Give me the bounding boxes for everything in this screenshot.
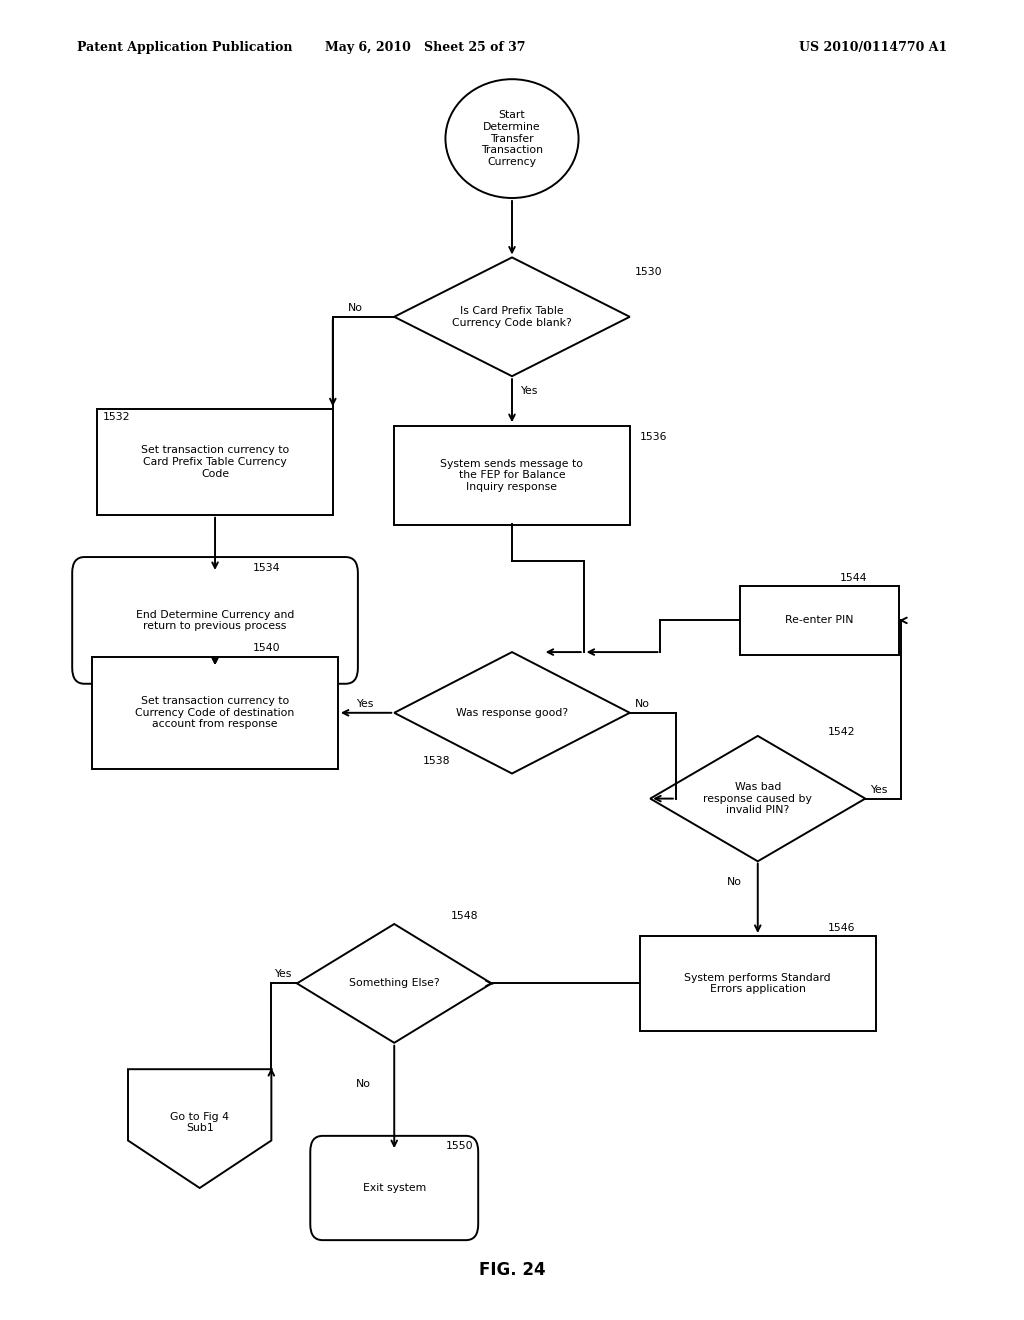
Text: Start
Determine
Transfer
Transaction
Currency: Start Determine Transfer Transaction Cur… [481,111,543,166]
Text: 1546: 1546 [827,923,855,933]
Text: Yes: Yes [356,698,374,709]
Text: No: No [727,876,742,887]
Text: Exit system: Exit system [362,1183,426,1193]
Text: System performs Standard
Errors application: System performs Standard Errors applicat… [684,973,831,994]
Text: Something Else?: Something Else? [349,978,439,989]
Text: US 2010/0114770 A1: US 2010/0114770 A1 [799,41,947,54]
Text: No: No [356,1078,372,1089]
Text: 1540: 1540 [253,643,281,653]
Text: 1538: 1538 [423,755,451,766]
Text: Yes: Yes [274,969,292,979]
FancyBboxPatch shape [394,425,630,524]
Polygon shape [128,1069,271,1188]
Text: Re-enter PIN: Re-enter PIN [785,615,853,626]
Text: 1530: 1530 [635,267,663,277]
Text: FIG. 24: FIG. 24 [478,1261,546,1279]
Text: System sends message to
the FEP for Balance
Inquiry response: System sends message to the FEP for Bala… [440,458,584,492]
FancyBboxPatch shape [640,936,876,1031]
Text: 1544: 1544 [840,573,867,583]
Text: No: No [635,698,650,709]
Text: Patent Application Publication: Patent Application Publication [77,41,292,54]
FancyBboxPatch shape [739,586,899,655]
Text: End Determine Currency and
return to previous process: End Determine Currency and return to pre… [136,610,294,631]
Text: 1550: 1550 [445,1140,473,1151]
Polygon shape [394,652,630,774]
Text: 1532: 1532 [102,412,130,422]
FancyBboxPatch shape [310,1135,478,1241]
Text: Go to Fig 4
Sub1: Go to Fig 4 Sub1 [170,1111,229,1134]
Text: Is Card Prefix Table
Currency Code blank?: Is Card Prefix Table Currency Code blank… [453,306,571,327]
Text: Yes: Yes [870,784,888,795]
Ellipse shape [445,79,579,198]
Text: May 6, 2010   Sheet 25 of 37: May 6, 2010 Sheet 25 of 37 [325,41,525,54]
Text: Set transaction currency to
Card Prefix Table Currency
Code: Set transaction currency to Card Prefix … [141,445,289,479]
Polygon shape [297,924,492,1043]
Polygon shape [394,257,630,376]
Text: No: No [348,302,364,313]
Text: 1548: 1548 [451,911,478,921]
Text: Yes: Yes [520,385,538,396]
FancyBboxPatch shape [72,557,358,684]
Text: 1542: 1542 [827,726,855,737]
FancyBboxPatch shape [92,656,338,768]
Text: 1536: 1536 [640,432,668,442]
Text: 1534: 1534 [253,562,281,573]
Text: Was response good?: Was response good? [456,708,568,718]
Polygon shape [650,737,865,861]
FancyBboxPatch shape [97,409,333,515]
Text: Was bad
response caused by
invalid PIN?: Was bad response caused by invalid PIN? [703,781,812,816]
Text: Set transaction currency to
Currency Code of destination
account from response: Set transaction currency to Currency Cod… [135,696,295,730]
